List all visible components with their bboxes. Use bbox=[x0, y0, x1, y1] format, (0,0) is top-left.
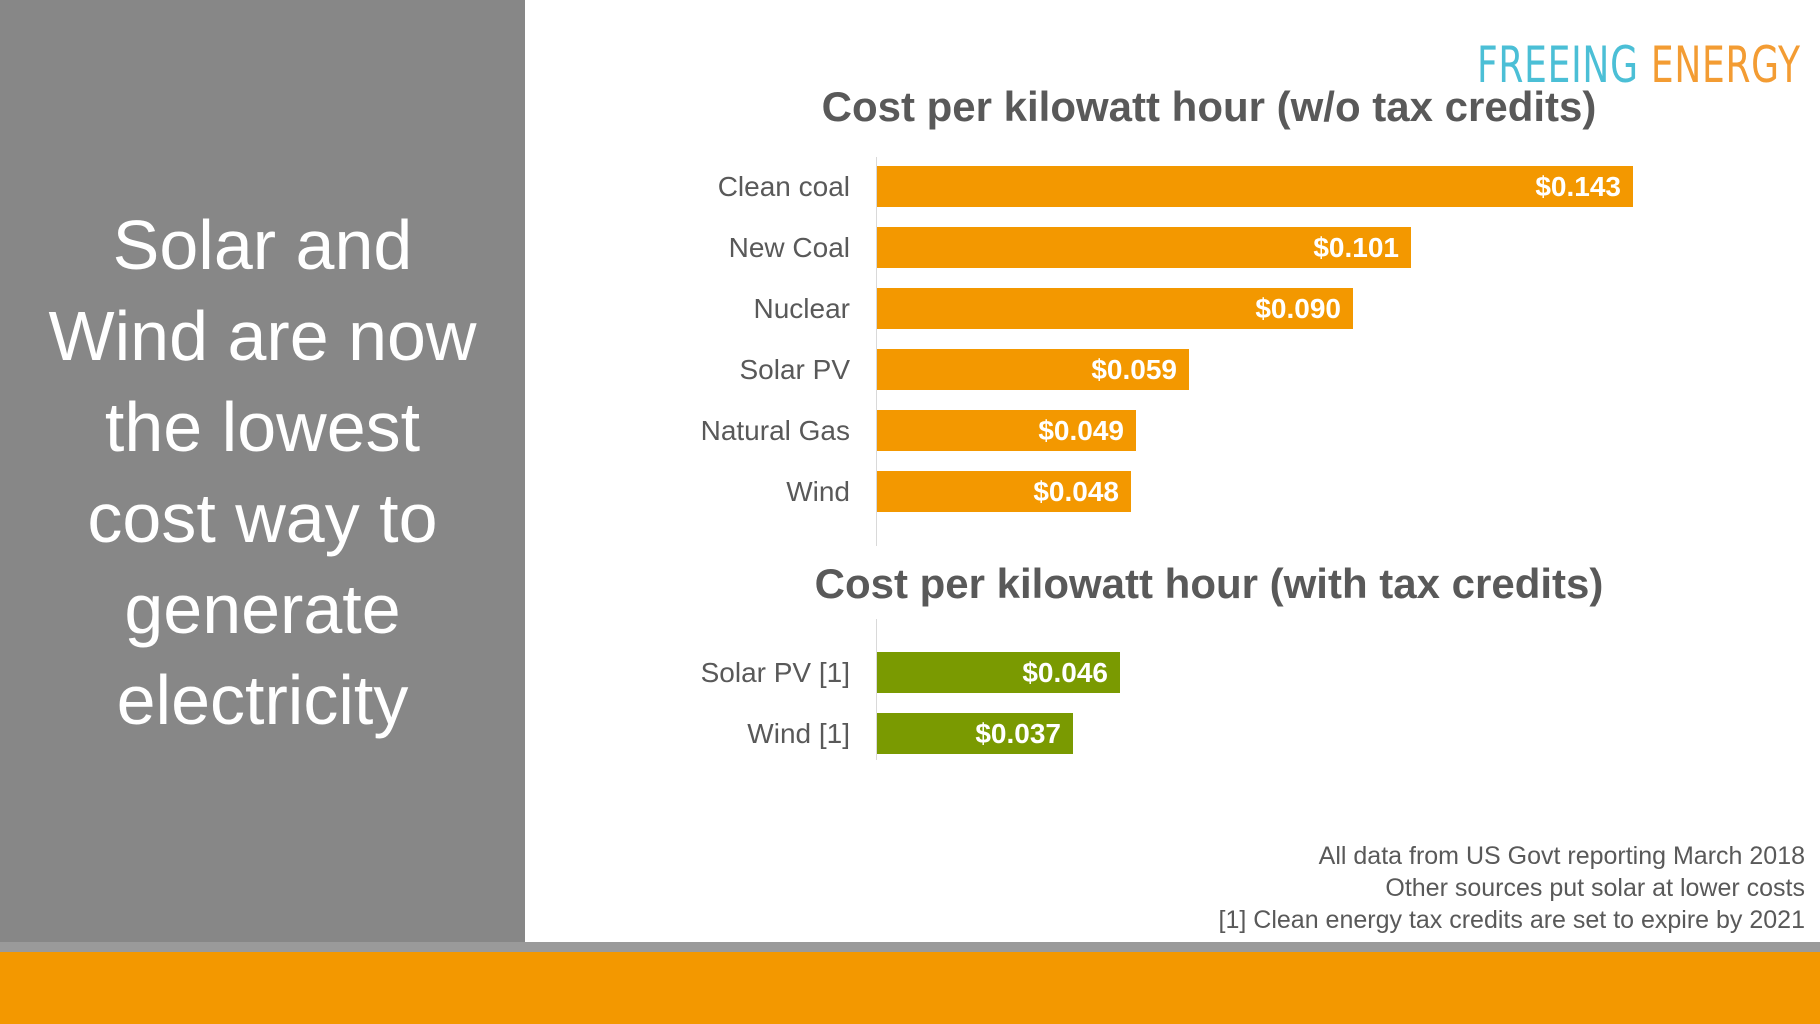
freeing-energy-logo: FREEING ENERGY bbox=[1477, 36, 1801, 94]
logo-word-1: FREEING bbox=[1477, 36, 1639, 94]
data-label: $0.048 bbox=[1033, 476, 1119, 507]
bar: $0.046 bbox=[877, 652, 1120, 693]
bar: $0.037 bbox=[877, 713, 1073, 754]
bar: $0.090 bbox=[877, 288, 1353, 329]
bar: $0.048 bbox=[877, 471, 1131, 512]
category-label: Solar PV bbox=[739, 354, 851, 385]
left-panel bbox=[0, 0, 525, 942]
axis-line-2 bbox=[876, 619, 877, 760]
headline-line: electricity bbox=[116, 661, 409, 739]
footnote: [1] Clean energy tax credits are set to … bbox=[1218, 906, 1805, 934]
data-label: $0.059 bbox=[1091, 354, 1177, 385]
category-label: Nuclear bbox=[753, 293, 850, 324]
category-label: Solar PV [1] bbox=[700, 657, 850, 688]
data-label: $0.037 bbox=[975, 718, 1061, 749]
chart-title-2: Cost per kilowatt hour (with tax credits… bbox=[814, 560, 1604, 607]
axis-line-1 bbox=[876, 157, 877, 546]
bar: $0.049 bbox=[877, 410, 1136, 451]
bar: $0.143 bbox=[877, 166, 1633, 207]
data-label: $0.090 bbox=[1255, 293, 1341, 324]
headline-line: Solar and bbox=[112, 206, 413, 284]
data-label: $0.046 bbox=[1022, 657, 1108, 688]
headline-line: cost way to bbox=[87, 479, 438, 557]
category-label: New Coal bbox=[728, 232, 850, 263]
category-label: Wind [1] bbox=[747, 718, 850, 749]
footnotes: All data from US Govt reporting March 20… bbox=[1219, 840, 1805, 936]
data-label: $0.143 bbox=[1535, 171, 1621, 202]
chart-title-1: Cost per kilowatt hour (w/o tax credits) bbox=[821, 83, 1597, 130]
category-label: Wind bbox=[786, 476, 850, 507]
footnote: Other sources put solar at lower costs bbox=[1385, 874, 1805, 902]
category-label: Natural Gas bbox=[700, 415, 850, 446]
headline-line: Wind are now bbox=[48, 297, 477, 375]
headline-line: generate bbox=[124, 570, 401, 648]
bar: $0.101 bbox=[877, 227, 1411, 268]
headline-line: the lowest bbox=[104, 388, 421, 466]
headline: Solar and Wind are now the lowest cost w… bbox=[0, 200, 525, 746]
data-label: $0.049 bbox=[1038, 415, 1124, 446]
divider bbox=[0, 942, 1820, 952]
data-label: $0.101 bbox=[1313, 232, 1399, 263]
category-label: Clean coal bbox=[717, 171, 850, 202]
logo-word-2: ENERGY bbox=[1650, 36, 1801, 94]
footnote: All data from US Govt reporting March 20… bbox=[1318, 842, 1805, 870]
bar: $0.059 bbox=[877, 349, 1189, 390]
footer-band bbox=[0, 952, 1820, 1024]
